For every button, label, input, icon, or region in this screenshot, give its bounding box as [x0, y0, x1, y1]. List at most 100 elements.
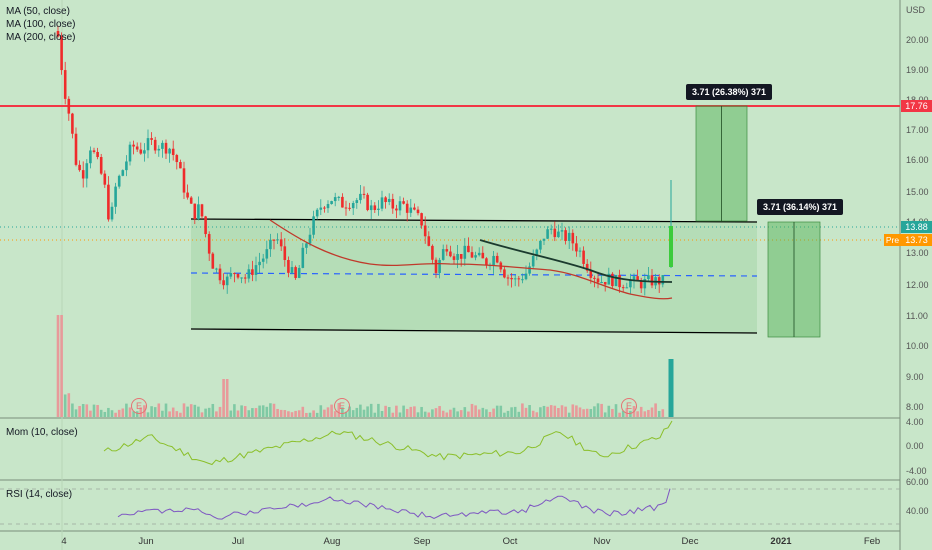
ma-50-line [269, 219, 673, 300]
volume-bar [351, 410, 355, 417]
candle-body [416, 209, 420, 214]
candle-body [283, 246, 287, 260]
volume-bar [348, 406, 351, 417]
volume-bar [135, 411, 139, 417]
candle-body [117, 175, 121, 187]
candle-body [528, 266, 531, 274]
candle-body [161, 142, 164, 149]
premarket-price-tag: 13.73 [901, 234, 932, 246]
earnings-marker-3[interactable]: E [621, 398, 637, 414]
candle-body [319, 207, 323, 210]
volume-bar [571, 404, 575, 417]
price-tick: 16.00 [906, 155, 929, 165]
candle-body [215, 268, 218, 270]
volume-bar [607, 405, 611, 417]
volume-bar [99, 409, 103, 417]
volume-bar [229, 410, 233, 417]
candle-body [560, 230, 564, 232]
volume-bar [344, 411, 348, 417]
candle-body [132, 144, 135, 147]
ma50-label[interactable]: MA (50, close) [6, 6, 70, 17]
candle-body [553, 228, 557, 238]
candle-body [575, 243, 578, 252]
volume-bar [117, 409, 121, 417]
volume-bar [657, 410, 661, 417]
volume-bar [524, 407, 528, 417]
candle-body [143, 150, 146, 154]
candle-body [71, 113, 74, 134]
candle-body [621, 287, 625, 289]
volume-bar [431, 409, 434, 417]
time-tick: Feb [863, 536, 881, 547]
candle-body [564, 230, 567, 241]
channel-top-line [190, 218, 758, 223]
volume-bar [182, 403, 186, 417]
volume-bar [380, 411, 384, 417]
volume-bar [204, 408, 207, 417]
volume-bar [362, 409, 366, 417]
volume-bar [647, 409, 650, 417]
volume-bar [81, 404, 85, 417]
volume-bar [308, 412, 312, 417]
volume-bar [477, 409, 481, 417]
volume-bar [449, 409, 452, 417]
candle-body [279, 239, 283, 247]
rsi-label[interactable]: RSI (14, close) [6, 489, 73, 500]
candle-body [387, 198, 391, 203]
volume-bar [391, 412, 395, 417]
volume-bar [287, 411, 290, 417]
volume-bar [193, 404, 197, 417]
earnings-marker-2[interactable]: E [334, 398, 350, 414]
time-tick: Nov [593, 536, 611, 547]
candle-body [434, 259, 438, 273]
volume-bar [225, 379, 229, 417]
volume-bar [290, 412, 294, 417]
momentum-label[interactable]: Mom (10, close) [6, 427, 78, 438]
candle-body [607, 273, 611, 285]
candle-body [229, 273, 233, 277]
volume-bar [243, 406, 247, 417]
measure-badge-upper: 3.71 (26.38%) 371 [686, 84, 773, 100]
price-tick: 15.00 [906, 187, 929, 197]
volume-bar [441, 410, 445, 417]
volume-bar [121, 408, 125, 417]
volume-bar [132, 411, 135, 417]
candle-body [477, 252, 481, 256]
volume-bar [150, 406, 153, 417]
candle-body [449, 251, 452, 257]
volume-bar [413, 406, 416, 417]
rsi-tick: 60.00 [906, 477, 929, 487]
candle-body [391, 198, 395, 209]
candle-body [362, 193, 366, 195]
candle-body [128, 144, 132, 162]
ma100-label[interactable]: MA (100, close) [6, 19, 76, 30]
candle-body [405, 203, 409, 213]
volume-bar [215, 411, 218, 417]
volume-bar [582, 409, 585, 417]
volume-bar [218, 406, 222, 417]
ma200-label[interactable]: MA (200, close) [6, 32, 76, 43]
time-tick: Sep [413, 536, 431, 547]
candle-body [315, 209, 319, 217]
volume-bar [236, 410, 240, 417]
volume-bar [521, 403, 524, 417]
volume-bar [60, 315, 63, 417]
candle-body [531, 255, 535, 267]
candle-body [650, 275, 654, 286]
volume-bar [276, 408, 279, 417]
volume-bar [330, 404, 333, 417]
volume-bar [438, 406, 441, 417]
volume-bar [434, 408, 438, 417]
candle-body [193, 203, 197, 220]
volume-bar-last [668, 359, 674, 417]
volume-bar [67, 393, 71, 417]
candle-body [330, 201, 333, 205]
volume-bar [553, 405, 557, 417]
earnings-marker-1[interactable]: E [131, 398, 147, 414]
volume-bar [603, 412, 607, 417]
candle-body [625, 287, 629, 289]
volume-bar [92, 404, 96, 417]
volume-bar [387, 407, 391, 417]
